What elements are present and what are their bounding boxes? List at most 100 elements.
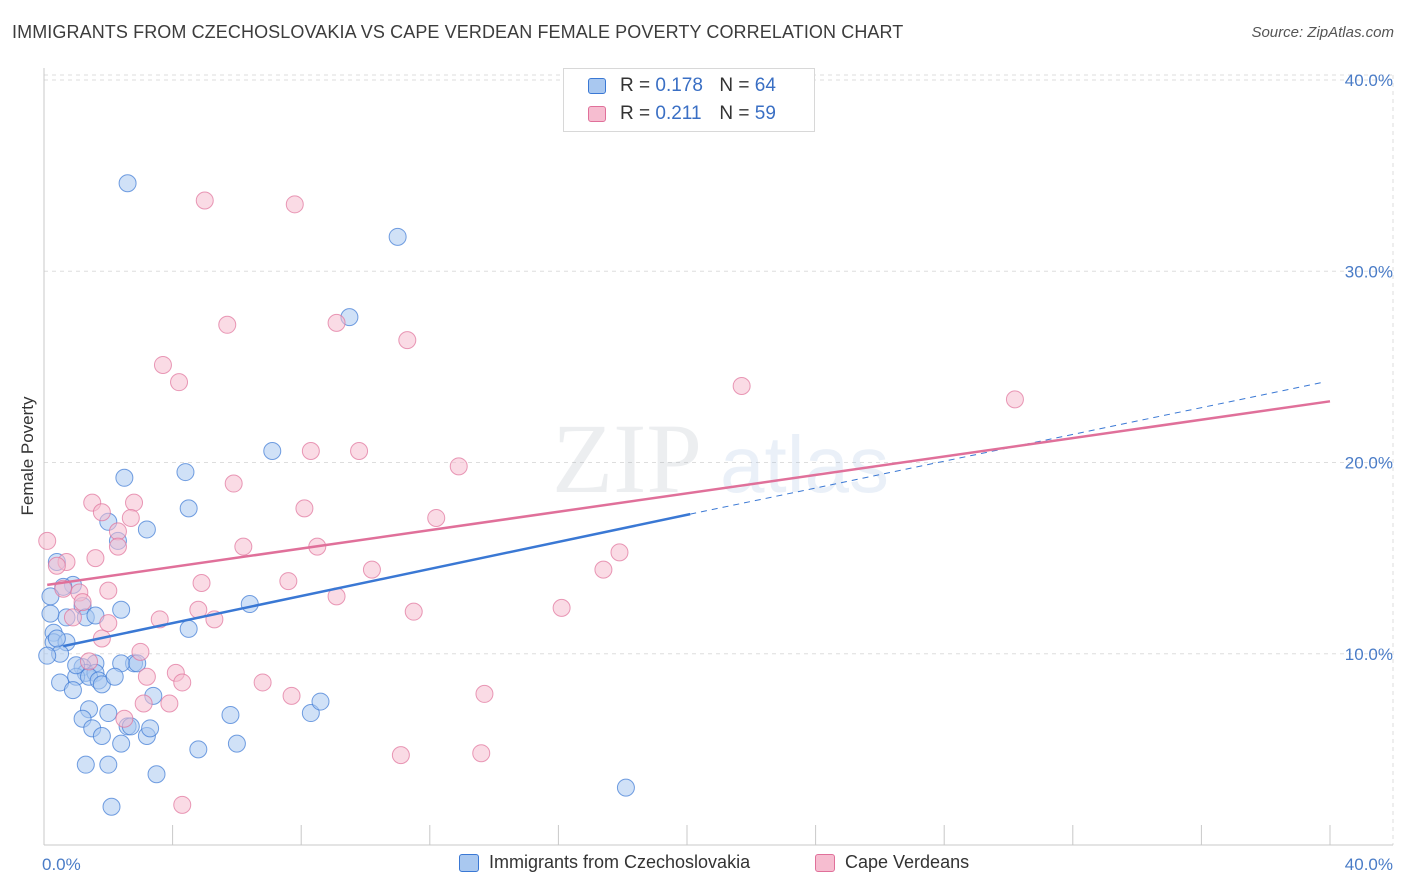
legend-item-label: Immigrants from Czechoslovakia — [489, 852, 751, 872]
cape-verdean-point — [173, 795, 192, 814]
cape-verdean-point — [115, 709, 134, 728]
cape-verdean-point — [47, 556, 66, 575]
watermark-atlas: atlas — [720, 420, 889, 509]
cape-verdean-trend-line — [47, 400, 1331, 587]
legend-n-label: N = — [719, 103, 750, 124]
czechoslovakia-point — [99, 704, 118, 723]
czechoslovakia-point — [105, 667, 124, 686]
y-tick-label: 20.0% — [1345, 454, 1393, 473]
cape-verdean-point — [131, 642, 150, 661]
axes: 10.0% 20.0% 30.0% 40.0% 0.0% 40.0% — [42, 68, 1393, 874]
cape-verdean-point — [86, 549, 105, 568]
cape-verdean-point — [80, 652, 99, 671]
cape-verdean-point — [475, 684, 494, 703]
czechoslovakia-point — [263, 442, 282, 461]
cape-verdean-point — [362, 560, 381, 579]
grid-lines — [44, 74, 1394, 845]
cape-verdean-point — [153, 355, 172, 374]
czechoslovakia-point — [311, 692, 330, 711]
legend-item-label: Cape Verdeans — [845, 852, 970, 872]
cape-verdean-point — [108, 537, 127, 556]
cape-verdean-point — [391, 746, 410, 765]
blue-swatch-icon — [459, 853, 479, 872]
cape-verdean-point — [279, 572, 298, 591]
cape-verdean-point — [732, 377, 751, 395]
czechoslovakia-point — [112, 734, 131, 753]
blue-swatch-icon — [588, 78, 606, 94]
watermark-zip: ZIP — [552, 403, 702, 514]
pink-swatch-icon — [815, 853, 835, 872]
czechoslovakia-point — [176, 463, 195, 482]
czechoslovakia-point — [76, 755, 95, 774]
y-tick-label: 40.0% — [1345, 71, 1393, 90]
czechoslovakia-point — [38, 646, 57, 665]
cape-verdean-point — [170, 373, 189, 392]
cape-verdean-point — [121, 508, 140, 527]
cape-verdean-point — [295, 499, 314, 518]
cape-verdean-point — [73, 593, 92, 612]
czechoslovakia-point — [301, 704, 320, 723]
czechoslovakia-point — [137, 520, 156, 539]
cape-verdean-point — [350, 442, 369, 461]
cape-verdean-point — [301, 442, 320, 461]
czechoslovakia-point — [41, 604, 60, 623]
czechoslovakia-point — [92, 726, 111, 745]
cape-verdean-point — [327, 313, 346, 332]
cape-verdean-point — [108, 522, 127, 541]
watermark: ZIP atlas — [552, 403, 889, 514]
x-tick-label: 40.0% — [1345, 855, 1393, 874]
cape-verdean-point — [99, 614, 118, 633]
cape-verdean-point — [218, 315, 237, 334]
cape-verdean-point — [99, 581, 118, 600]
cape-verdean-point — [125, 493, 144, 512]
czechoslovakia-point — [141, 719, 160, 738]
cape-verdean-point — [92, 503, 111, 522]
czechoslovakia-point — [616, 778, 635, 797]
legend-r-label: R = — [620, 103, 651, 124]
czechoslovakia-trend-line — [63, 512, 691, 648]
czechoslovakia-point — [179, 499, 198, 518]
czechoslovakia-point — [118, 174, 137, 193]
cape-verdean-point — [398, 331, 417, 350]
cape-verdean-point — [282, 686, 301, 705]
legend-row-czechoslovakia: R = 0.178 N = 64 — [588, 74, 776, 98]
y-tick-label: 10.0% — [1345, 645, 1393, 664]
czechoslovakia-point — [240, 595, 259, 614]
y-tick-label: 30.0% — [1345, 262, 1393, 281]
data-points — [38, 174, 1024, 816]
pink-swatch-icon — [588, 106, 606, 122]
czechoslovakia-point — [99, 755, 118, 774]
czechoslovakia-point — [47, 629, 66, 648]
cape-verdean-point — [427, 508, 446, 527]
cape-verdean-point — [134, 694, 153, 713]
legend-r-value: 0.211 — [655, 103, 702, 124]
cape-verdean-point — [224, 474, 243, 493]
czechoslovakia-point — [179, 619, 198, 638]
cape-verdean-point — [1005, 390, 1024, 409]
source-label: Source: ZipAtlas.com — [1251, 24, 1394, 41]
cape-verdean-point — [150, 610, 169, 629]
cape-verdean-point — [160, 694, 179, 713]
cape-verdean-point — [449, 457, 468, 476]
legend-item-czechoslovakia[interactable]: Immigrants from Czechoslovakia — [459, 852, 750, 873]
czechoslovakia-point — [147, 765, 166, 784]
y-axis-title: Female Poverty — [18, 396, 37, 516]
series-legend: Immigrants from Czechoslovakia Cape Verd… — [0, 852, 1406, 876]
czechoslovakia-point — [388, 227, 407, 246]
cape-verdean-point — [63, 608, 82, 627]
legend-r-value: 0.178 — [655, 75, 703, 96]
czechoslovakia-point — [115, 468, 134, 487]
legend-item-cape-verdeans[interactable]: Cape Verdeans — [815, 852, 969, 873]
czechoslovakia-point — [102, 797, 121, 816]
cape-verdean-point — [610, 543, 629, 562]
czechoslovakia-point — [221, 705, 240, 724]
cape-verdean-point — [552, 598, 571, 617]
chart-title: IMMIGRANTS FROM CZECHOSLOVAKIA VS CAPE V… — [12, 22, 904, 42]
legend-n-label: N = — [719, 75, 750, 96]
czechoslovakia-point — [227, 734, 246, 753]
x-tick-label: 0.0% — [42, 855, 81, 874]
cape-verdean-point — [195, 191, 214, 210]
cape-verdean-point — [234, 537, 253, 556]
cape-verdean-point — [253, 673, 272, 692]
cape-verdean-point — [285, 195, 304, 214]
